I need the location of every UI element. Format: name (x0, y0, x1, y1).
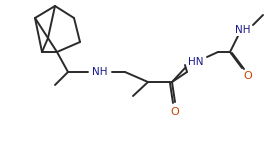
Text: O: O (171, 107, 179, 117)
Text: O: O (244, 71, 252, 81)
Text: NH: NH (92, 67, 108, 77)
Text: HN: HN (188, 57, 204, 67)
Text: NH: NH (235, 25, 251, 35)
